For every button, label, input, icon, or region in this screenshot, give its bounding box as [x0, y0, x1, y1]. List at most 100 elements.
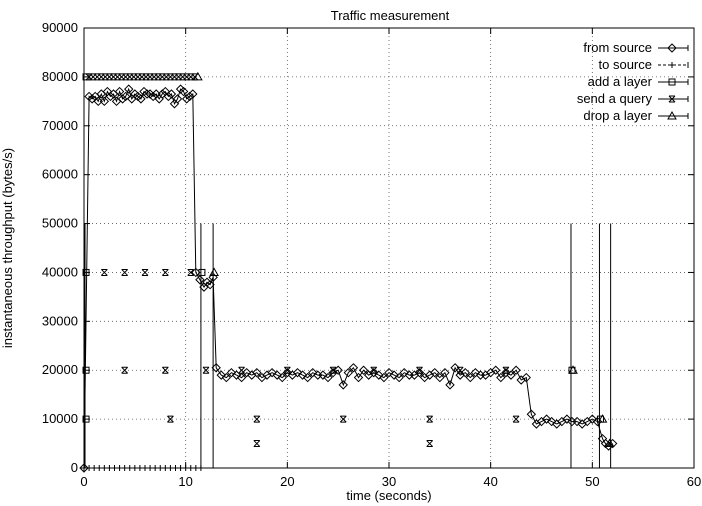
- data-point: [231, 370, 242, 380]
- data-point: [167, 73, 174, 81]
- data-point: [142, 465, 148, 471]
- data-point: [97, 73, 105, 81]
- data-point: [426, 415, 434, 423]
- data-point: [187, 73, 195, 81]
- y-tick-label: 80000: [42, 69, 78, 84]
- legend-marker: [667, 43, 677, 53]
- data-point: [267, 367, 277, 378]
- data-point: [172, 465, 179, 471]
- data-point: [126, 73, 134, 81]
- data-point: [252, 367, 262, 378]
- y-axis: 0 10000 20000 30000 40000 50000 60000 70000 8000…: [42, 20, 694, 475]
- data-point: [426, 440, 434, 448]
- data-point: [236, 372, 247, 383]
- data-point: [150, 73, 158, 81]
- data-point: [465, 372, 476, 383]
- data-point: [511, 365, 521, 375]
- data-point: [253, 415, 261, 423]
- legend-label: from source: [583, 40, 652, 55]
- x-tick-label: 0: [80, 474, 87, 489]
- data-point: [568, 365, 578, 374]
- data-point: [253, 440, 261, 448]
- x-tick-label: 30: [382, 474, 396, 489]
- data-point: [120, 91, 131, 102]
- data-point: [87, 94, 97, 104]
- data-point: [171, 73, 178, 81]
- data-point: [118, 73, 125, 81]
- data-point: [526, 409, 537, 419]
- x-tick-label: 20: [280, 474, 294, 489]
- y-tick-label: 70000: [42, 118, 78, 133]
- data-point: [502, 366, 510, 374]
- data-point: [282, 367, 293, 378]
- y-tick-label: 40000: [42, 264, 78, 279]
- data-point: [157, 465, 164, 471]
- data-point: [89, 73, 97, 81]
- data-point: [162, 465, 169, 471]
- legend-label: send a query: [577, 91, 653, 106]
- data-point: [111, 465, 118, 471]
- data-point: [283, 366, 291, 374]
- data-point: [572, 416, 582, 427]
- series-to-source: [81, 465, 204, 471]
- legend: from source to source add a layer send a qu…: [577, 40, 689, 123]
- data-point: [562, 414, 572, 424]
- data-point: [198, 268, 206, 276]
- data-point: [197, 465, 204, 471]
- data-point: [440, 367, 450, 378]
- data-point: [99, 96, 110, 107]
- data-point: [124, 84, 134, 94]
- data-point: [202, 366, 210, 374]
- data-point: [389, 370, 399, 380]
- data-point: [192, 465, 199, 471]
- y-tick-label: 20000: [42, 362, 78, 377]
- data-point: [211, 363, 221, 373]
- data-point: [177, 465, 184, 471]
- data-point: [187, 268, 195, 276]
- data-point: [130, 73, 138, 81]
- data-point: [146, 73, 154, 81]
- y-tick-label: 90000: [42, 20, 78, 35]
- data-point: [607, 438, 618, 449]
- legend-marker: [667, 110, 677, 120]
- data-point: [148, 91, 158, 102]
- data-point: [121, 366, 129, 374]
- y-tick-label: 50000: [42, 216, 78, 231]
- data-point: [114, 86, 125, 97]
- data-point: [91, 465, 98, 471]
- data-point: [506, 370, 516, 380]
- data-point: [226, 367, 237, 378]
- data-point: [121, 465, 128, 471]
- legend-label: add a layer: [588, 74, 653, 89]
- data-point: [394, 372, 404, 383]
- data-point: [82, 415, 90, 423]
- data-point: [185, 91, 195, 102]
- data-point: [101, 465, 108, 471]
- legend-marker: [669, 62, 675, 68]
- y-axis-label: instantaneous throughput (bytes/s): [0, 148, 15, 348]
- y-tick-label: 60000: [42, 167, 78, 182]
- data-point: [163, 91, 174, 102]
- data-point: [430, 367, 440, 378]
- series-send-a-query: [85, 73, 520, 448]
- data-point: [110, 73, 117, 81]
- data-point: [369, 367, 379, 378]
- data-point: [182, 465, 189, 471]
- data-point: [195, 275, 205, 285]
- data-point: [491, 365, 501, 375]
- data-point: [96, 465, 103, 471]
- data-point: [603, 441, 614, 451]
- data-point: [329, 366, 337, 374]
- x-tick-label: 50: [585, 474, 599, 489]
- series-line: [83, 87, 613, 469]
- data-point: [167, 465, 174, 471]
- data-point: [604, 438, 615, 448]
- data-point: [370, 366, 378, 374]
- y-tick-label: 30000: [42, 313, 78, 328]
- data-point: [339, 415, 347, 423]
- data-point: [141, 268, 149, 276]
- data-point: [138, 73, 146, 81]
- series-drop-a-layer: [193, 71, 615, 448]
- data-point: [318, 370, 328, 380]
